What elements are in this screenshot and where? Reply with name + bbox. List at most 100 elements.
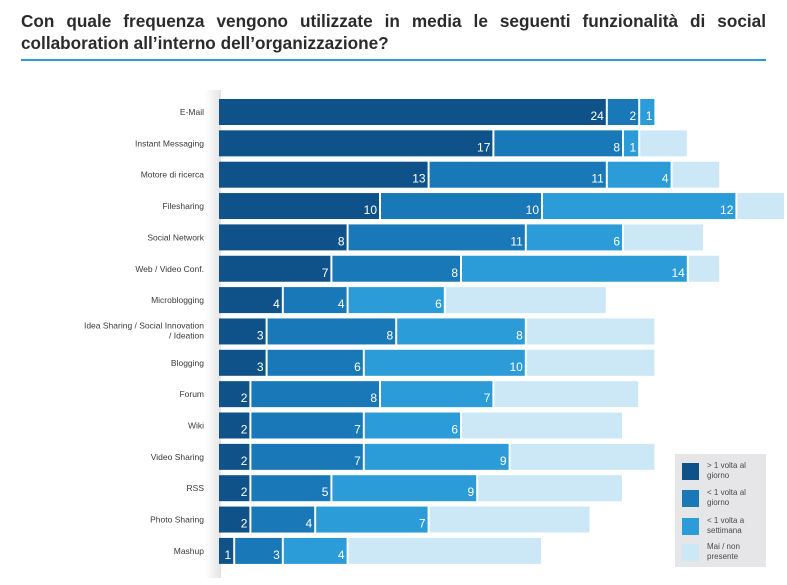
bar-segment xyxy=(332,255,460,282)
data-label: 10 xyxy=(509,360,523,374)
data-label: 3 xyxy=(273,548,280,562)
bar-segment xyxy=(235,537,282,564)
bar-segment xyxy=(429,506,590,533)
legend-label: < 1 volta a settimana xyxy=(707,516,745,535)
category-label: Video Sharing xyxy=(151,452,205,462)
bar-segment xyxy=(219,537,234,564)
data-label: 8 xyxy=(387,328,394,342)
bar-segment xyxy=(737,193,784,220)
axis-shadow xyxy=(205,90,221,578)
data-label: 4 xyxy=(338,297,345,311)
data-label: 4 xyxy=(662,172,669,186)
data-label: 3 xyxy=(257,328,264,342)
bar-segment xyxy=(543,193,736,220)
bar-segment xyxy=(364,443,509,470)
bar-segment xyxy=(219,130,493,157)
data-label: 2 xyxy=(630,109,637,123)
data-label: 2 xyxy=(241,454,248,468)
category-label: RSS xyxy=(187,483,205,493)
data-label: 14 xyxy=(671,266,685,280)
data-label: 13 xyxy=(412,172,426,186)
bar-segment xyxy=(445,287,606,314)
data-label: 3 xyxy=(257,360,264,374)
data-label: 7 xyxy=(484,391,491,405)
data-label: 9 xyxy=(500,454,507,468)
bar-segment xyxy=(219,443,250,470)
bar-segment xyxy=(219,224,347,251)
bar-segment xyxy=(607,99,639,125)
bar-segment xyxy=(462,412,622,439)
data-label: 6 xyxy=(435,297,442,311)
category-label: Forum xyxy=(179,389,204,399)
legend-swatch xyxy=(682,490,699,507)
bar-segment xyxy=(364,349,525,376)
data-label: 17 xyxy=(477,140,491,154)
category-label: Motore di ricerca xyxy=(141,170,205,180)
legend-swatch xyxy=(682,544,699,561)
bar-segment xyxy=(494,130,622,157)
bar-segment xyxy=(219,381,250,408)
bar-segment xyxy=(510,443,655,470)
data-label: 6 xyxy=(451,423,458,437)
bar-segment xyxy=(397,318,525,345)
bar-segment xyxy=(219,349,266,376)
category-label: Photo Sharing xyxy=(150,515,204,525)
bar-segment xyxy=(219,161,428,188)
data-label: 8 xyxy=(451,266,458,280)
data-label: 11 xyxy=(591,172,604,186)
bar-segment xyxy=(283,537,347,564)
bar-segment xyxy=(219,255,331,282)
legend-item: > 1 volta al giorno xyxy=(682,461,766,485)
legend: > 1 volta al giorno < 1 volta al giorno < … xyxy=(675,454,766,567)
data-label: 1 xyxy=(630,140,637,154)
bar-segment xyxy=(219,318,266,345)
bar-segment xyxy=(219,506,250,533)
legend-item: < 1 volta al giorno xyxy=(682,488,766,512)
bar-segment xyxy=(316,506,428,533)
data-label: 10 xyxy=(526,203,540,217)
data-label: 6 xyxy=(613,234,620,248)
data-label: 10 xyxy=(364,203,378,217)
bar-segment xyxy=(348,537,541,564)
bar-segment xyxy=(526,349,655,376)
bar-segment xyxy=(219,412,250,439)
bar-segment xyxy=(381,193,541,220)
data-label: 2 xyxy=(241,517,248,531)
data-label: 8 xyxy=(338,234,345,248)
bar-segment xyxy=(219,193,379,220)
legend-item: Mai / non presente xyxy=(682,542,766,566)
data-label: 8 xyxy=(370,391,377,405)
category-label: Blogging xyxy=(171,358,204,368)
legend-label: < 1 volta al giorno xyxy=(707,488,746,507)
bar-segment xyxy=(364,412,460,439)
bar-segment xyxy=(251,443,363,470)
bar-segment xyxy=(381,381,493,408)
legend-swatch xyxy=(682,518,699,535)
bar-segment xyxy=(640,99,655,125)
category-label: Idea Sharing / Social Innovation / Ideati… xyxy=(84,320,204,340)
category-label: Social Network xyxy=(147,232,204,242)
data-label: 9 xyxy=(468,485,475,499)
data-label: 7 xyxy=(354,454,361,468)
category-label: E-Mail xyxy=(180,107,204,117)
bar-segment xyxy=(526,318,655,345)
bar-segment xyxy=(283,287,347,314)
bar-segment xyxy=(640,130,687,157)
data-label: 7 xyxy=(419,517,426,531)
category-label: Mashup xyxy=(174,546,205,556)
data-label: 2 xyxy=(241,391,248,405)
data-label: 6 xyxy=(354,360,361,374)
bar-segment xyxy=(267,318,396,345)
category-label: Wiki xyxy=(188,421,204,431)
category-label: Filesharing xyxy=(162,201,204,211)
category-label: Instant Messaging xyxy=(135,138,204,148)
bar-segment xyxy=(478,475,622,502)
bar-segment xyxy=(494,381,639,408)
data-label: 24 xyxy=(590,109,604,123)
category-label: Microblogging xyxy=(151,295,204,305)
bar-segment xyxy=(251,475,331,502)
bar-segment xyxy=(624,130,639,157)
data-label: 1 xyxy=(225,548,232,562)
legend-item: < 1 volta a settimana xyxy=(682,516,766,540)
